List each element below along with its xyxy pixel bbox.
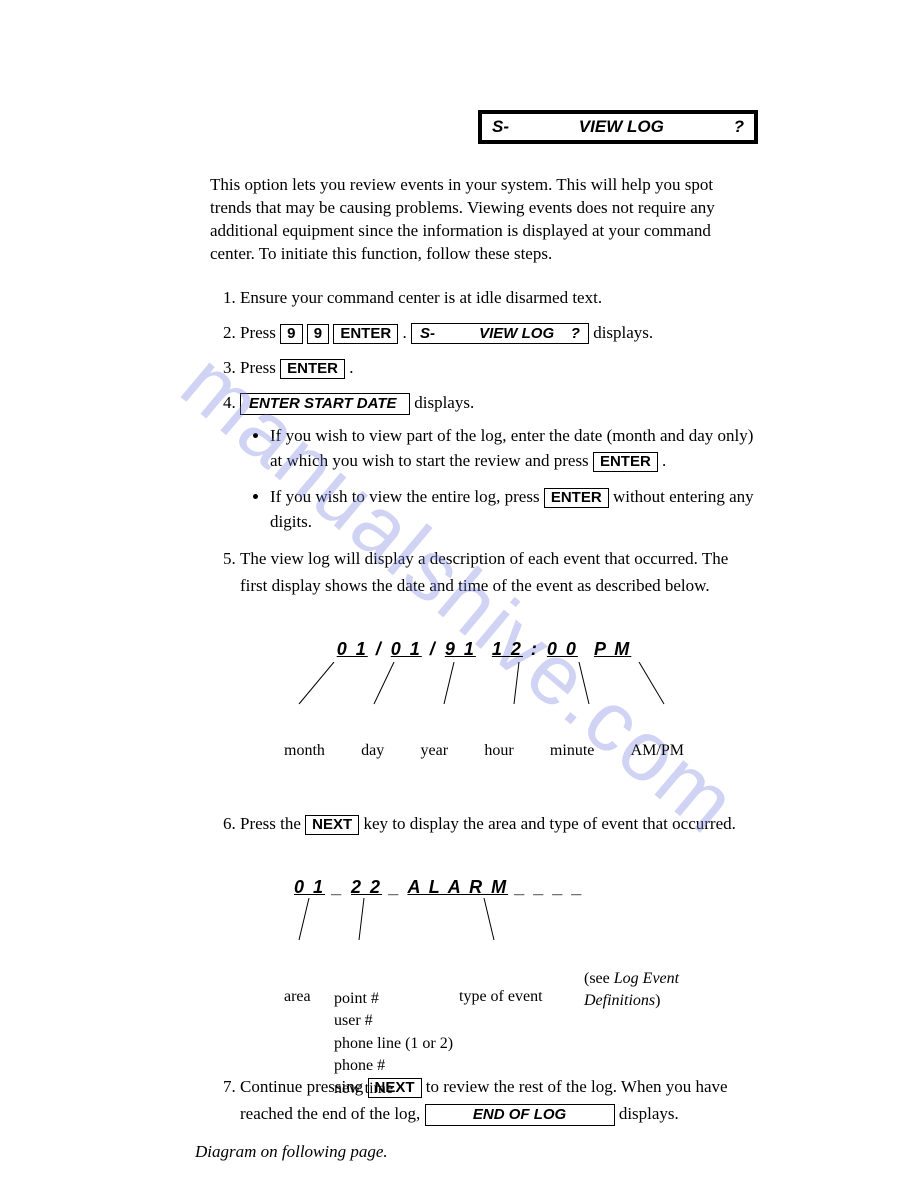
d1-day: 0 1: [390, 639, 423, 659]
d2-label-area: area: [284, 988, 311, 1006]
steps-list-cont: Press the NEXT key to display the area a…: [210, 810, 758, 837]
d1-label-minute: minute: [550, 742, 594, 760]
diagram-datetime: 0 1 / 0 1 / 9 1 1 2 : 0 0 P M month day …: [279, 639, 689, 760]
diagram1-display: 0 1 / 0 1 / 9 1 1 2 : 0 0 P M: [279, 639, 689, 660]
step-2-text-b: displays.: [593, 323, 653, 342]
step-4-bullets: If you wish to view part of the log, ent…: [240, 423, 758, 535]
display-view-log: S- VIEW LOG ?: [411, 323, 589, 345]
d1-ampm: P M: [593, 639, 632, 659]
d1-label-ampm: AM/PM: [631, 742, 684, 760]
d2-area: 0 1: [294, 877, 325, 897]
step-4-text-a: displays.: [414, 393, 474, 412]
display-enter-start-date: ENTER START DATE: [240, 393, 410, 415]
d2-label-see: (see Log Event Definitions): [584, 968, 679, 1013]
d1-month: 0 1: [336, 639, 369, 659]
step-3-text-a: Press: [240, 358, 276, 377]
steps-list-cont2: Continue pressing NEXT to review the res…: [210, 1073, 758, 1127]
step-1: Ensure your command center is at idle di…: [240, 284, 758, 311]
d2-point: 2 2: [351, 877, 382, 897]
diagram2-display: 0 1 _ 2 2 _ A L A R M _ _ _ _: [264, 877, 704, 898]
d2-label-point1: user #: [334, 1010, 474, 1032]
step-4-bullet-1: If you wish to view part of the log, ent…: [270, 423, 758, 474]
step-7-text-c: displays.: [619, 1104, 679, 1123]
key-enter-3: ENTER: [593, 452, 658, 472]
d1-label-day: day: [361, 742, 384, 760]
d1-sep2: /: [423, 639, 444, 659]
diagram1-labels: month day year hour minute AM/PM: [279, 742, 689, 760]
key-enter-2: ENTER: [280, 359, 345, 379]
step-4: ENTER START DATE displays. If you wish t…: [240, 389, 758, 534]
d1-hour: 1 2: [491, 639, 524, 659]
step-4-b1-text: If you wish to view part of the log, ent…: [270, 426, 753, 471]
d2-see1: (see: [584, 970, 614, 987]
key-enter-4: ENTER: [544, 488, 609, 508]
diagram-event: 0 1 _ 2 2 _ A L A R M _ _ _ _ area point…: [264, 877, 704, 943]
header-display-box: S- VIEW LOG ?: [478, 110, 758, 144]
header-left: S-: [492, 117, 509, 137]
d2-label-point3: phone #: [334, 1055, 474, 1077]
d1-minute: 0 0: [546, 639, 579, 659]
key-next-1: NEXT: [305, 815, 359, 835]
d2-label-type: type of event: [459, 988, 543, 1006]
intro-paragraph: This option lets you review events in yo…: [210, 174, 758, 266]
d1-label-hour: hour: [484, 742, 513, 760]
d2-label-point2: phone line (1 or 2): [334, 1033, 474, 1055]
d1-sep1: /: [369, 639, 390, 659]
d1-year: 9 1: [444, 639, 477, 659]
step-7: Continue pressing NEXT to review the res…: [240, 1073, 758, 1127]
d2-label-point-col: point # user # phone line (1 or 2) phone…: [334, 988, 474, 1100]
d1-label-year: year: [421, 742, 449, 760]
d2-type: A L A R M: [407, 877, 508, 897]
header-right: ?: [734, 117, 744, 137]
steps-list: Ensure your command center is at idle di…: [210, 284, 758, 599]
d2-tail: _ _ _ _: [508, 877, 584, 897]
key-9-a: 9: [280, 324, 302, 344]
d2-see4: ): [655, 992, 660, 1009]
key-enter-1: ENTER: [333, 324, 398, 344]
step-2: Press 9 9 ENTER . S- VIEW LOG ? displays…: [240, 319, 758, 346]
display-end-of-log: END OF LOG: [425, 1104, 615, 1126]
d2-see3: Definitions: [584, 992, 655, 1009]
display-s-center: VIEW LOG: [479, 325, 554, 342]
step-2-text-a: Press: [240, 323, 276, 342]
step-3: Press ENTER .: [240, 354, 758, 381]
step-6: Press the NEXT key to display the area a…: [240, 810, 758, 837]
footer-note: Diagram on following page.: [195, 1142, 758, 1162]
diagram2-connector-lines: [264, 898, 704, 943]
step-4-b2-text-a: If you wish to view the entire log, pres…: [270, 487, 540, 506]
display-s-left: S-: [420, 325, 435, 342]
d2-see2: Log Event: [614, 970, 679, 987]
d1-label-month: month: [284, 742, 325, 760]
header-center: VIEW LOG: [579, 117, 664, 137]
step-6-text-a: Press the: [240, 814, 301, 833]
step-5: The view log will display a description …: [240, 545, 758, 599]
d1-sep4: :: [524, 639, 546, 659]
diagram1-connector-lines: [279, 662, 689, 702]
d2-sep2: _: [382, 877, 407, 897]
d2-label-point0: point #: [334, 988, 474, 1010]
step-6-text-b: key to display the area and type of even…: [363, 814, 735, 833]
key-9-b: 9: [307, 324, 329, 344]
d2-sep1: _: [325, 877, 351, 897]
step-4-bullet-2: If you wish to view the entire log, pres…: [270, 484, 758, 535]
d2-label-point4: new time: [334, 1078, 474, 1100]
display-s-right: ?: [571, 325, 580, 342]
